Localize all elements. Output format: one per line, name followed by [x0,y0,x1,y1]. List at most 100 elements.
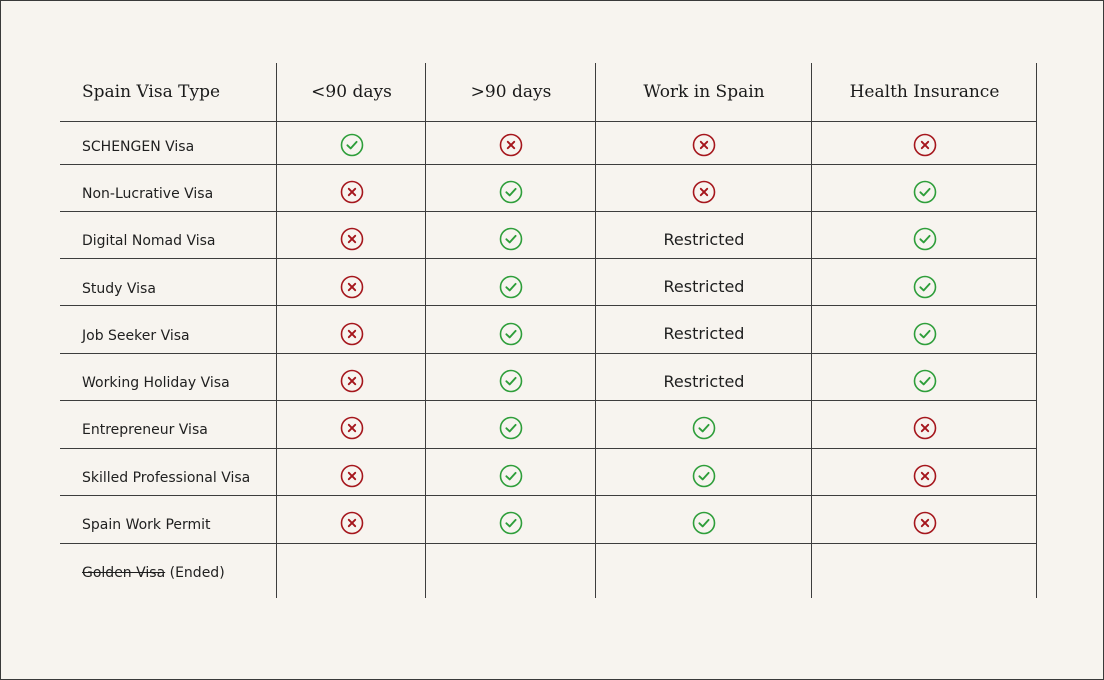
x-circle-icon [340,511,363,535]
table-row: Entrepreneur Visa [60,405,1037,452]
cell-health [812,263,1037,310]
check-circle-icon [499,227,523,251]
row-label: Job Seeker Visa [82,327,190,344]
x-circle-icon [692,180,716,204]
check-circle-icon [499,464,523,488]
x-circle-icon [499,133,523,156]
column-divider [1036,63,1037,598]
restricted-label: Restricted [663,277,745,297]
x-circle-icon [340,275,363,298]
row-label-cell: SCHENGEN Visa [82,125,272,168]
column-divider [595,63,596,598]
column-header: >90 days [470,82,552,102]
check-circle-icon [692,417,716,440]
row-divider [60,258,1037,259]
column-header: <90 days [311,82,392,102]
row-label: Digital Nomad Visa [82,233,216,250]
cell-work [596,499,812,546]
cell-work [596,405,812,452]
row-divider [60,211,1037,212]
restricted-label: Restricted [663,371,745,391]
row-label: Spain Work Permit [82,517,211,534]
row-label: Working Holiday Visa [82,375,230,392]
cell-under-90 [277,216,426,263]
cell-health [812,405,1037,452]
row-divider [60,400,1037,401]
check-circle-icon [499,417,523,440]
row-divider [60,164,1037,165]
table-row-golden-visa: Golden Visa (Ended) [60,544,1037,598]
table-row: Job Seeker Visa Restricted [60,310,1037,357]
x-circle-icon [340,417,363,440]
header-cell-work: Work in Spain [596,63,812,121]
cell-over-90 [426,216,596,263]
cell-under-90 [277,121,426,168]
x-circle-icon [340,464,363,488]
cell-work: Restricted [596,358,812,405]
cell-under-90 [277,358,426,405]
column-header: Health Insurance [849,82,1000,102]
header-cell-health: Health Insurance [812,63,1037,121]
cell-work [596,452,812,499]
cell-health [812,310,1037,357]
check-circle-icon [913,227,936,251]
row-divider [60,121,1037,122]
table-row: Spain Work Permit [60,499,1037,546]
check-circle-icon [499,322,523,346]
table-row: Non-Lucrative Visa [60,168,1037,215]
restricted-label: Restricted [663,324,745,344]
table-row: SCHENGEN Visa [60,121,1037,168]
header-cell-under-90: <90 days [277,63,426,121]
cell-under-90 [277,263,426,310]
row-label-cell: Entrepreneur Visa [82,409,272,452]
cell-over-90 [426,358,596,405]
check-circle-icon [499,369,523,393]
row-label: Golden Visa (Ended) [82,565,225,581]
table-row: Skilled Professional Visa [60,452,1037,499]
golden-visa-note: (Ended) [169,565,225,581]
cell-work [596,121,812,168]
table-header-row: Spain Visa Type <90 days >90 days Work i… [60,63,1037,121]
column-header: Work in Spain [643,82,765,102]
x-circle-icon [340,227,363,251]
header-cell-visa-type: Spain Visa Type [82,63,272,121]
cell-work: Restricted [596,216,812,263]
row-divider [60,353,1037,354]
row-label-cell: Job Seeker Visa [82,314,272,357]
cell-over-90 [426,452,596,499]
check-circle-icon [913,275,936,298]
check-circle-icon [692,464,716,488]
row-divider [60,543,1037,544]
restricted-label: Restricted [663,229,745,249]
x-circle-icon [340,180,363,204]
row-label: Non-Lucrative Visa [82,185,214,202]
cell-under-90 [277,168,426,215]
cell-work: Restricted [596,310,812,357]
cell-health [812,121,1037,168]
cell-health [812,452,1037,499]
check-circle-icon [913,369,936,393]
x-circle-icon [913,464,936,488]
check-circle-icon [499,180,523,204]
row-label-cell: Non-Lucrative Visa [82,172,272,215]
table-row: Digital Nomad Visa Restricted [60,216,1037,263]
x-circle-icon [913,133,936,156]
row-label: Skilled Professional Visa [82,469,251,486]
cell-under-90 [277,499,426,546]
golden-visa-struck: Golden Visa [82,565,166,581]
check-circle-icon [692,511,716,535]
cell-health [812,358,1037,405]
check-circle-icon [913,180,936,204]
x-circle-icon [913,417,936,440]
row-label-cell: Spain Work Permit [82,503,272,546]
cell-over-90 [426,168,596,215]
row-divider [60,495,1037,496]
column-divider [276,63,277,598]
cell-under-90 [277,310,426,357]
header-cell-over-90: >90 days [426,63,596,121]
check-circle-icon [340,133,363,156]
x-circle-icon [340,369,363,393]
row-label-cell: Digital Nomad Visa [82,220,272,263]
table-row: Working Holiday Visa Restricted [60,358,1037,405]
row-divider [60,448,1037,449]
